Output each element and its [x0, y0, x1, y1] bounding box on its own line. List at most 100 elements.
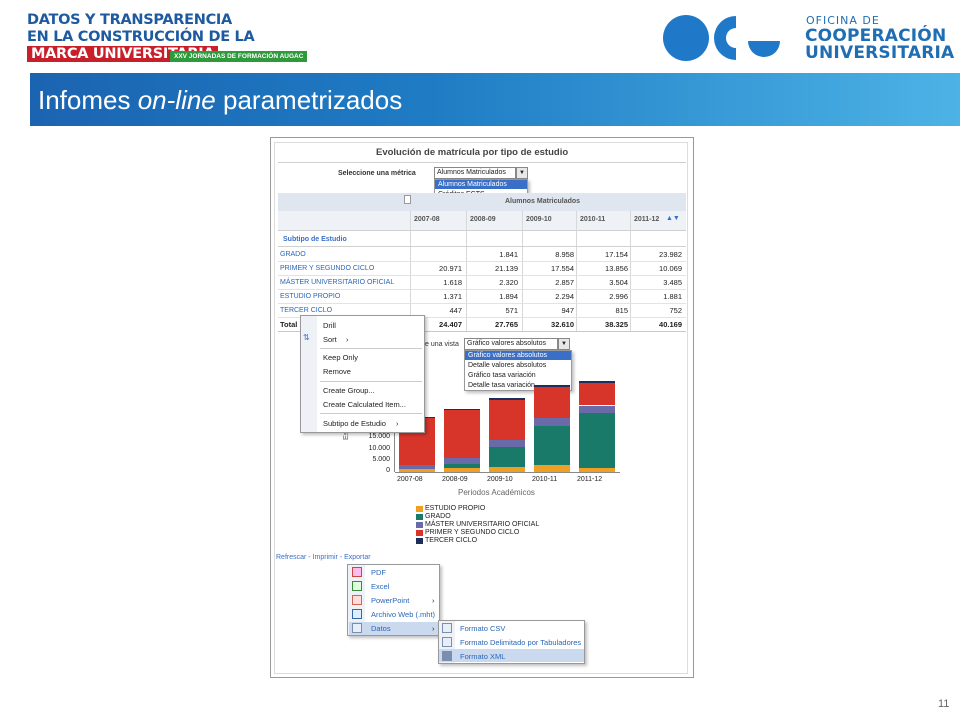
y-tick-label: 0 [386, 467, 390, 474]
table-cell: 2.857 [555, 278, 574, 287]
view-option[interactable]: Detalle tasa variación [468, 382, 535, 389]
bar-segment[interactable] [444, 409, 480, 411]
export-pdf[interactable]: PDF [371, 568, 386, 577]
title-divider [278, 162, 686, 163]
table-row: MÁSTER UNIVERSITARIO OFICIAL 1.618 2.320… [278, 276, 686, 290]
export-powerpoint[interactable]: PowerPoint [371, 596, 410, 605]
print-link[interactable]: Imprimir [312, 554, 338, 561]
bar-segment[interactable] [534, 386, 570, 419]
grid-line [630, 211, 631, 331]
data-icon [352, 623, 362, 633]
bar-segment[interactable] [444, 463, 480, 468]
table-cell: 1.841 [499, 250, 518, 259]
bar-segment[interactable] [489, 466, 525, 472]
legend-swatch [416, 530, 423, 536]
bar-segment[interactable] [534, 418, 570, 427]
table-cell: 447 [449, 306, 462, 315]
menu-item-sort[interactable]: Sort [323, 335, 337, 344]
bar-segment[interactable] [399, 465, 435, 469]
bar-segment[interactable] [534, 385, 570, 387]
refresh-link[interactable]: Refrescar [276, 554, 307, 561]
metric-option-selected[interactable]: Alumnos Matriculados [435, 180, 527, 189]
bar-segment[interactable] [579, 413, 615, 468]
row-label-link[interactable]: GRADO [280, 251, 306, 258]
collapse-handle-icon[interactable] [404, 195, 411, 204]
oficina-logo-icon [662, 13, 782, 63]
banner-notch [0, 73, 30, 126]
event-title-line2: EN LA CONSTRUCCIÓN DE LA [27, 29, 255, 45]
org-name-line1: OFICINA DE [806, 14, 880, 27]
year-header[interactable]: 2008-09 [470, 216, 496, 223]
bar-segment[interactable] [489, 400, 525, 441]
bar-segment[interactable] [489, 446, 525, 467]
excel-icon [352, 581, 362, 591]
table-cell: 24.407 [439, 320, 462, 329]
year-header[interactable]: 2009-10 [526, 216, 552, 223]
format-tab-delimited[interactable]: Formato Delimitado por Tabuladores [460, 638, 582, 647]
grid-line [466, 211, 467, 331]
bar-segment[interactable] [489, 440, 525, 447]
row-dimension-header[interactable]: Subtipo de Estudio [283, 236, 347, 243]
row-label-link[interactable]: ESTUDIO PROPIO [280, 293, 341, 300]
view-option[interactable]: Gráfico tasa variación [468, 372, 536, 379]
event-title-line1: DATOS Y TRANSPARENCIA [27, 12, 232, 28]
metric-select[interactable]: Alumnos Matriculados [434, 167, 516, 179]
bar-segment[interactable] [444, 467, 480, 472]
row-label-link[interactable]: PRIMER Y SEGUNDO CICLO [280, 265, 375, 272]
bar-segment[interactable] [444, 410, 480, 459]
export-web-archive[interactable]: Archivo Web (.mht) [371, 610, 436, 619]
x-tick-label: 2011-12 [577, 476, 603, 483]
table-cell: 20.971 [439, 264, 462, 273]
export-link[interactable]: Exportar [344, 554, 371, 561]
menu-item-drill[interactable]: Drill [323, 321, 336, 330]
legend-swatch [416, 514, 423, 520]
x-tick-label: 2010-11 [532, 476, 558, 483]
export-excel[interactable]: Excel [371, 582, 390, 591]
table-cell: 752 [669, 306, 682, 315]
view-option[interactable]: Detalle valores absolutos [468, 362, 547, 369]
row-label-link[interactable]: MÁSTER UNIVERSITARIO OFICIAL [280, 279, 395, 286]
year-header[interactable]: 2007-08 [414, 216, 440, 223]
legend-swatch [416, 538, 423, 544]
bar-segment[interactable] [534, 465, 570, 472]
view-select[interactable]: Gráfico valores absolutos [464, 338, 558, 350]
metric-dropdown-arrow-icon[interactable]: ▼ [516, 167, 528, 179]
row-label-link[interactable]: TERCER CICLO [280, 307, 333, 314]
view-dropdown-arrow-icon[interactable]: ▼ [558, 338, 570, 350]
bar-segment[interactable] [489, 398, 525, 401]
link-separator: - [308, 554, 313, 561]
sort-arrows-icon[interactable]: ▲▼ [666, 215, 680, 222]
menu-item-keep-only[interactable]: Keep Only [323, 353, 359, 362]
year-header[interactable]: 2011-12 [634, 216, 660, 223]
menu-separator [320, 348, 422, 349]
bar-segment[interactable] [399, 468, 435, 472]
submenu-arrow-icon: › [346, 335, 349, 344]
view-label: e una vista [425, 341, 459, 348]
menu-item-create-group[interactable]: Create Group... [323, 386, 375, 395]
bar-segment[interactable] [579, 467, 615, 472]
bar-segment[interactable] [444, 458, 480, 464]
bar-segment[interactable] [534, 426, 570, 466]
export-datos[interactable]: Datos [371, 624, 391, 633]
format-csv[interactable]: Formato CSV [460, 624, 506, 633]
table-cell: 38.325 [605, 320, 628, 329]
legend-label: MÁSTER UNIVERSITARIO OFICIAL [425, 521, 540, 528]
legend-label: GRADO [425, 513, 451, 520]
bar-segment[interactable] [579, 405, 615, 414]
report-panel [274, 142, 688, 674]
menu-item-subtipo[interactable]: Subtipo de Estudio [323, 419, 386, 428]
table-cell: 947 [561, 306, 574, 315]
view-option-selected[interactable]: Gráfico valores absolutos [465, 351, 571, 360]
submenu-arrow-icon: › [432, 596, 435, 605]
menu-item-create-calculated[interactable]: Create Calculated Item... [323, 400, 406, 409]
format-xml[interactable]: Formato XML [460, 652, 506, 661]
slide-title: Infomes on-line parametrizados [38, 85, 403, 115]
web-archive-icon [352, 609, 362, 619]
submenu-arrow-icon: › [432, 624, 435, 633]
bar-segment[interactable] [579, 382, 615, 406]
menu-item-remove[interactable]: Remove [323, 367, 351, 376]
year-header[interactable]: 2010-11 [580, 216, 606, 223]
bar-segment[interactable] [579, 380, 615, 383]
y-axis-line [394, 400, 395, 472]
grid-line [576, 211, 577, 331]
